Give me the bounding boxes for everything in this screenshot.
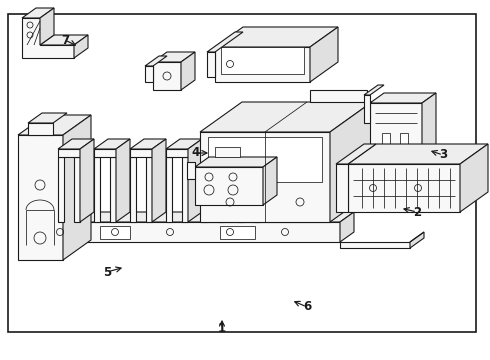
- Polygon shape: [145, 56, 167, 66]
- Polygon shape: [238, 139, 274, 149]
- Polygon shape: [460, 144, 488, 212]
- Polygon shape: [195, 167, 263, 205]
- Polygon shape: [58, 139, 94, 149]
- Polygon shape: [28, 123, 53, 135]
- Polygon shape: [208, 137, 322, 182]
- Polygon shape: [182, 157, 188, 222]
- Polygon shape: [200, 102, 372, 132]
- Text: 3: 3: [439, 148, 447, 162]
- Polygon shape: [94, 139, 130, 149]
- Polygon shape: [260, 139, 274, 222]
- Polygon shape: [370, 93, 436, 103]
- Polygon shape: [364, 95, 370, 123]
- Polygon shape: [130, 149, 152, 157]
- Polygon shape: [181, 52, 195, 90]
- Polygon shape: [166, 157, 172, 222]
- Polygon shape: [110, 157, 116, 222]
- Polygon shape: [74, 35, 88, 58]
- Polygon shape: [340, 212, 354, 242]
- Polygon shape: [187, 162, 195, 179]
- Polygon shape: [188, 139, 202, 222]
- Polygon shape: [153, 52, 195, 62]
- Polygon shape: [310, 90, 367, 102]
- Polygon shape: [422, 93, 436, 165]
- Polygon shape: [145, 66, 153, 82]
- Polygon shape: [40, 8, 54, 45]
- Polygon shape: [238, 149, 260, 157]
- Polygon shape: [18, 115, 91, 135]
- Polygon shape: [74, 157, 80, 222]
- Polygon shape: [22, 222, 340, 242]
- Polygon shape: [100, 226, 130, 239]
- Polygon shape: [310, 27, 338, 82]
- Polygon shape: [220, 226, 255, 239]
- Polygon shape: [207, 52, 215, 77]
- Polygon shape: [94, 157, 100, 222]
- Text: 2: 2: [413, 206, 421, 219]
- Polygon shape: [410, 232, 424, 242]
- Polygon shape: [22, 212, 354, 222]
- Polygon shape: [202, 149, 224, 157]
- Polygon shape: [348, 144, 488, 164]
- Polygon shape: [215, 47, 310, 82]
- Text: 6: 6: [303, 301, 311, 314]
- Polygon shape: [40, 35, 88, 45]
- Polygon shape: [116, 139, 130, 222]
- Polygon shape: [22, 8, 54, 18]
- Polygon shape: [63, 115, 91, 260]
- Polygon shape: [400, 133, 408, 157]
- Polygon shape: [255, 157, 275, 172]
- Polygon shape: [348, 164, 460, 212]
- Polygon shape: [166, 149, 188, 157]
- Polygon shape: [94, 149, 116, 157]
- Polygon shape: [200, 132, 330, 222]
- Polygon shape: [130, 139, 166, 149]
- Bar: [8, 14, 476, 332]
- Polygon shape: [18, 135, 63, 260]
- Polygon shape: [364, 85, 384, 95]
- Polygon shape: [263, 157, 277, 205]
- Polygon shape: [22, 18, 74, 58]
- Polygon shape: [370, 103, 422, 165]
- Polygon shape: [330, 102, 372, 222]
- Text: 7: 7: [61, 33, 69, 46]
- Text: 5: 5: [103, 266, 111, 279]
- Polygon shape: [207, 32, 243, 52]
- Polygon shape: [215, 147, 240, 157]
- Polygon shape: [382, 133, 390, 157]
- Text: 1: 1: [218, 323, 226, 336]
- Polygon shape: [340, 242, 410, 248]
- Polygon shape: [254, 157, 260, 222]
- Polygon shape: [152, 139, 166, 222]
- Polygon shape: [336, 164, 348, 212]
- Polygon shape: [58, 157, 64, 222]
- Polygon shape: [410, 232, 424, 248]
- Polygon shape: [224, 139, 238, 222]
- Polygon shape: [195, 157, 277, 167]
- Polygon shape: [221, 47, 304, 74]
- Polygon shape: [215, 27, 338, 47]
- Polygon shape: [28, 113, 67, 123]
- Polygon shape: [202, 139, 238, 149]
- Polygon shape: [146, 157, 152, 222]
- Polygon shape: [58, 149, 80, 157]
- Polygon shape: [166, 139, 202, 149]
- Polygon shape: [130, 157, 136, 222]
- Text: 4: 4: [192, 147, 200, 159]
- Polygon shape: [336, 144, 376, 164]
- Polygon shape: [80, 139, 94, 222]
- Polygon shape: [153, 62, 181, 90]
- Polygon shape: [218, 157, 224, 222]
- Polygon shape: [202, 157, 208, 222]
- Polygon shape: [238, 157, 244, 222]
